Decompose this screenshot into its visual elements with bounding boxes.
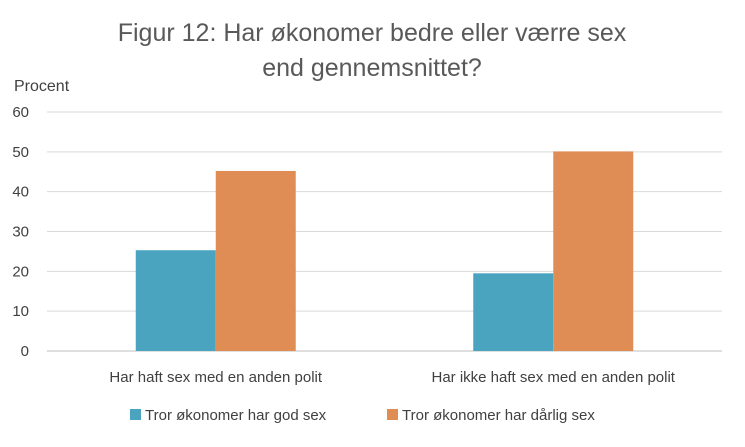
y-tick-label: 10 [12,303,29,320]
y-tick-label: 40 [12,184,29,201]
x-axis-categories: Har haft sex med en anden polit Har ikke … [109,369,675,386]
legend-swatch [130,409,141,420]
bar [553,151,634,351]
legend: Tror økonomer har god sex Tror økonomer h… [130,407,595,424]
bar [215,170,296,351]
y-axis-label: Procent [14,78,70,95]
y-tick-label: 60 [12,104,29,121]
y-tick-label: 20 [12,263,29,280]
legend-swatch [387,409,398,420]
bar [473,273,554,351]
legend-label: Tror økonomer har dårlig sex [402,407,595,424]
chart-title-line-1: Figur 12: Har økonomer bedre eller værre… [118,19,627,47]
y-axis-ticks: 0 10 20 30 40 50 60 [12,104,29,360]
x-category-label: Har haft sex med en anden polit [109,369,322,386]
legend-label: Tror økonomer har god sex [145,407,327,424]
y-tick-label: 30 [12,224,29,241]
y-tick-label: 50 [12,144,29,161]
y-tick-label: 0 [21,343,29,360]
bars [135,151,634,351]
chart-title-line-2: end gennemsnittet? [262,54,482,82]
bar [135,250,216,351]
x-category-label: Har ikke haft sex med en anden polit [432,369,676,386]
